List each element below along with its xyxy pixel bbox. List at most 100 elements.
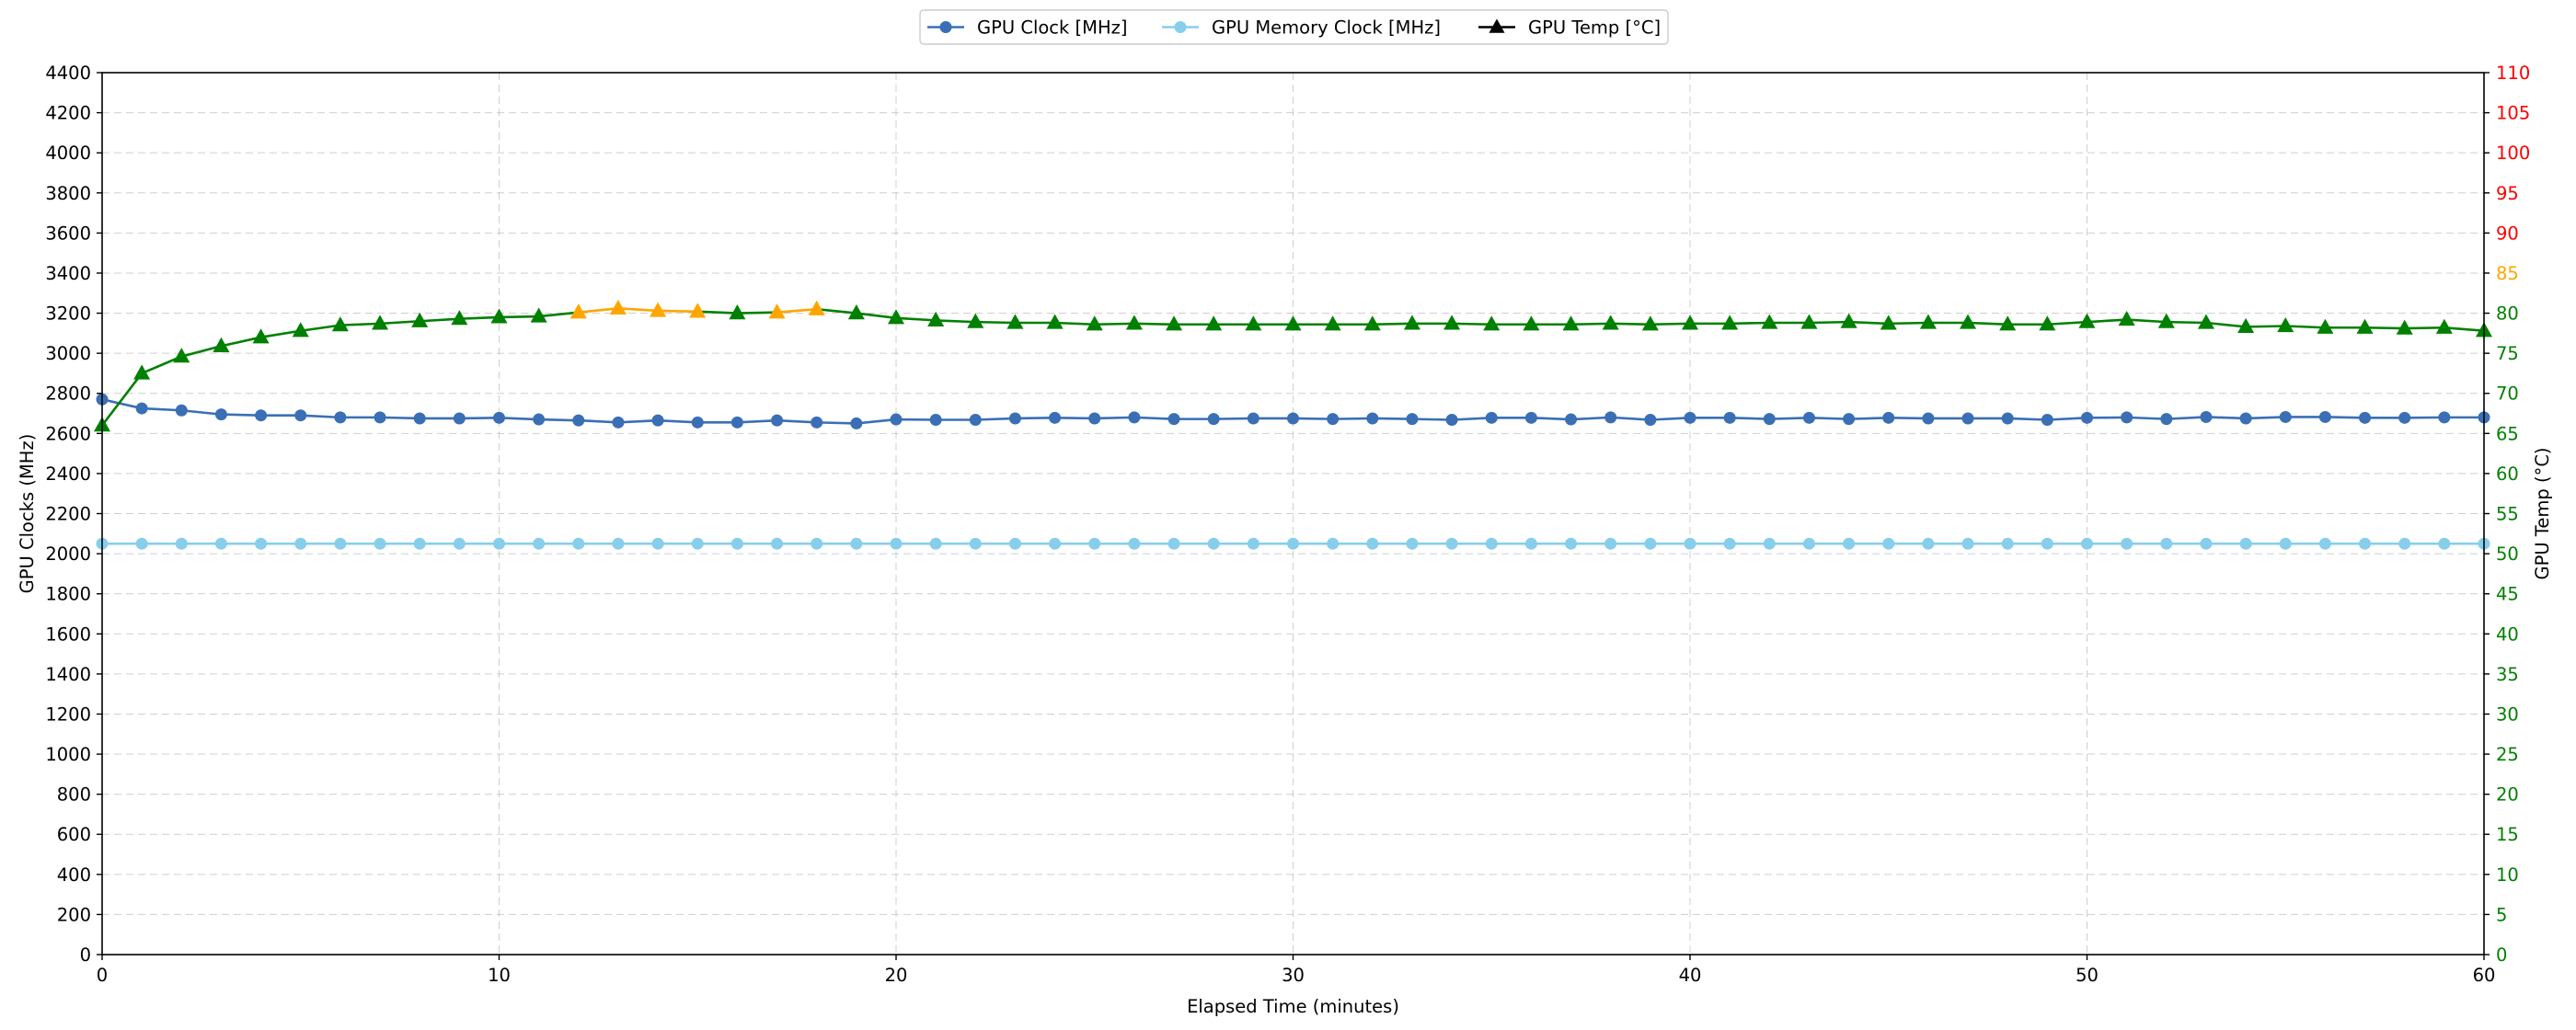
series-3-line-segment [1371,322,1414,326]
series-2-point [1287,537,1299,550]
series-2-point [533,537,546,550]
series-3-point [252,328,270,344]
series-1-point [1167,413,1180,426]
series-3-point [1999,315,2017,331]
y-left-tick-label: 800 [57,784,91,806]
series-2-point [1247,537,1259,550]
legend-label: GPU Temp [°C] [1528,17,1661,39]
series-3-line-segment [2403,326,2446,330]
series-3-point [569,303,587,319]
series-3-point [1443,315,1461,330]
series-3-point [1960,314,1977,329]
legend-label: GPU Memory Clock [MHz] [1212,17,1441,39]
series-3-line-segment [1609,322,1652,326]
series-2-point [1088,537,1101,550]
series-1-point [651,414,664,427]
series-3-line-segment [1887,321,1930,326]
series-2-point [1008,537,1021,550]
series-2-point [691,537,704,550]
y-left-tick-label: 2600 [45,423,91,444]
series-2-point [493,537,505,550]
y-left-tick-label: 1200 [45,704,91,725]
series-1-point [1207,413,1220,426]
series-1-point [334,411,347,424]
series-3-line-segment [100,372,144,427]
y-left-tick-label: 2400 [45,464,91,485]
series-2-point [255,537,268,550]
series-1-point [1247,412,1259,425]
series-1-point [2279,410,2292,423]
series-3-point [887,309,905,325]
y-axis-left-title: GPU Clocks (MHz) [17,434,38,594]
series-1-point [1565,413,1578,426]
y-right-tick-label: 20 [2496,784,2519,806]
y-left-tick-label: 3200 [45,303,91,325]
y-left-tick-label: 3000 [45,343,91,364]
series-3-point [927,311,945,327]
series-3-line-segment [339,322,382,326]
series-3-point [1641,315,1659,331]
series-3-point [1245,315,1262,331]
series-2-point [1644,537,1657,550]
y-right-tick-label: 80 [2496,303,2519,325]
series-2-point [612,537,625,550]
series-3-line-segment [2165,320,2208,325]
series-2-point [2041,537,2053,550]
y-axis-right-title: GPU Temp (°C) [2532,447,2553,579]
series-3-point [1086,315,1103,331]
series-3-point [1800,314,1818,329]
series-2-point [334,537,347,550]
series-1-point [811,416,823,429]
series-1-point [1961,412,1974,425]
y-right-tick-label: 0 [2496,944,2507,966]
series-1-point [214,408,227,421]
series-2-point [175,537,188,550]
series-3-point [2039,315,2056,331]
series-3-point [609,299,627,315]
series-3-point [1840,313,1857,328]
series-3-line-segment [1808,320,1850,325]
series-2-point [453,537,466,550]
legend-marker [1489,18,1505,33]
series-2-point [2200,537,2213,550]
x-tick-label: 50 [2076,965,2099,986]
y-right-tick-label: 100 [2496,143,2530,164]
series-3-point [411,312,429,327]
series-3-point [1403,315,1420,330]
series-3-point [1523,315,1540,331]
series-3-point [133,364,151,380]
series-2-point [929,537,942,550]
series-1-point [730,416,743,429]
series-2-point [2081,537,2093,550]
series-3-point [1761,314,1778,329]
series-2-point [2438,537,2451,550]
series-1-point [2318,410,2331,423]
series-3-point [2118,311,2135,326]
y-left-tick-label: 1800 [45,584,91,605]
series-2-point [1445,537,1458,550]
series-1-point [1049,411,1062,424]
y-left-tick-label: 3600 [45,223,91,244]
series-3-point [530,307,547,323]
y-left-tick-label: 1600 [45,624,91,645]
series-2-point [1961,537,1974,550]
series-3-line-segment [1847,320,1891,326]
series-3-point [2356,318,2374,334]
series-3-point [372,315,389,330]
series-2-point [1684,537,1696,550]
series-2-point [890,537,903,550]
series-2-point [214,537,227,550]
series-2-point [1485,537,1498,550]
series-1-point [1287,412,1299,425]
series-1-point [612,416,625,429]
series-3-line-segment [378,319,421,326]
series-1-point [2438,411,2451,424]
series-3-point [292,322,309,338]
series-3-line-segment [696,310,739,315]
series-3-point [650,302,667,317]
series-1-point [1445,413,1458,426]
series-3-point [1046,314,1064,329]
series-1-point [1128,411,1141,424]
series-2-point [2160,537,2173,550]
series-2-point [1524,537,1537,550]
